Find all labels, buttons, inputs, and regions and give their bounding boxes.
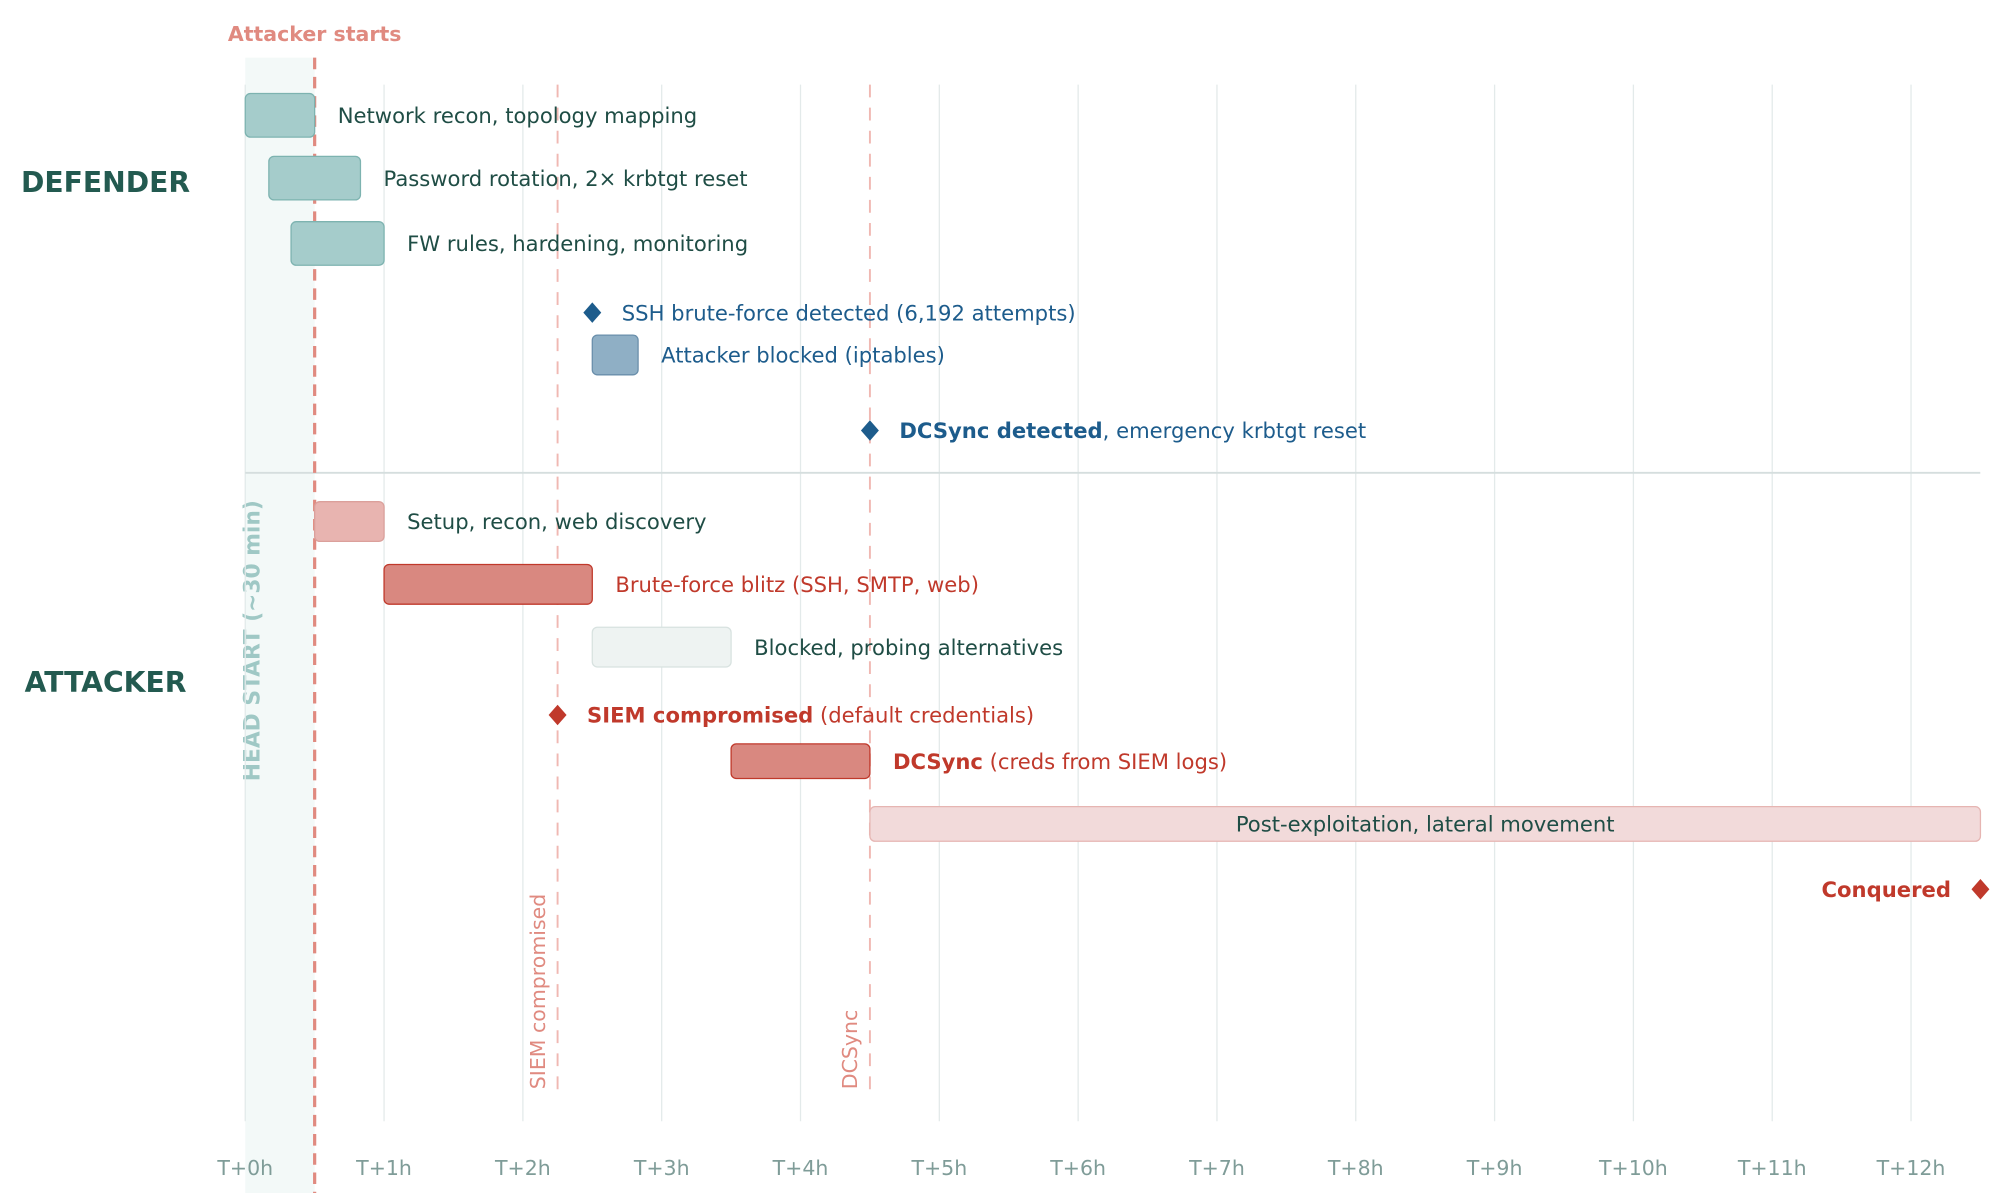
milestone: Conquered — [1822, 877, 1990, 902]
lane-label-defender: DEFENDER — [21, 166, 190, 199]
milestone: SSH brute-force detected (6,192 attempts… — [583, 300, 1076, 325]
item-label: SSH brute-force detected (6,192 attempts… — [622, 300, 1076, 325]
marker-label: SIEM compromised — [526, 894, 550, 1090]
x-tick-label: T+5h — [910, 1156, 967, 1180]
item-label-text: Post-exploitation, lateral movement — [1236, 812, 1615, 837]
item-label: SIEM compromised (default credentials) — [587, 703, 1034, 728]
x-tick-label: T+0h — [216, 1156, 273, 1180]
x-tick-label: T+3h — [633, 1156, 690, 1180]
item-label: DCSync detected, emergency krbtgt reset — [899, 418, 1366, 443]
item-label-bold: DCSync — [893, 749, 983, 774]
x-tick-label: T+7h — [1188, 1156, 1245, 1180]
item-label: Post-exploitation, lateral movement — [1236, 812, 1615, 837]
x-tick-label: T+1h — [355, 1156, 412, 1180]
item-label: Blocked, probing alternatives — [754, 635, 1063, 660]
diamond-icon — [1971, 879, 1990, 900]
x-tick-label: T+9h — [1466, 1156, 1523, 1180]
marker-label: DCSync — [838, 1010, 862, 1090]
timeline-bar: FW rules, hardening, monitoring — [290, 221, 748, 266]
timeline-bar: Network recon, topology mapping — [244, 92, 697, 138]
diamond-icon — [548, 704, 567, 726]
timeline-bar: DCSync (creds from SIEM logs) — [730, 743, 1227, 780]
timeline-bar: Setup, recon, web discovery — [314, 501, 707, 543]
item-label: Password rotation, 2× krbtgt reset — [384, 166, 748, 191]
item-label: DCSync (creds from SIEM logs) — [893, 749, 1227, 774]
bar-rect — [730, 743, 871, 780]
timeline-bar: Password rotation, 2× krbtgt reset — [268, 155, 748, 201]
item-label-text: SSH brute-force detected (6,192 attempts… — [622, 300, 1076, 325]
item-label-text: FW rules, hardening, monitoring — [407, 231, 748, 256]
bar-rect — [869, 806, 1982, 842]
diamond-icon — [583, 302, 602, 323]
item-label-text: Setup, recon, web discovery — [407, 509, 706, 534]
item-label-bold: SIEM compromised — [587, 703, 813, 728]
milestone: DCSync detected, emergency krbtgt reset — [860, 418, 1366, 443]
item-label-text: Blocked, probing alternatives — [754, 635, 1063, 660]
bar-rect — [591, 626, 732, 668]
bar-rect — [314, 501, 385, 543]
x-tick-label: T+2h — [494, 1156, 551, 1180]
item-label-bold: Conquered — [1822, 877, 1951, 902]
item-label: Attacker blocked (iptables) — [661, 343, 945, 368]
item-label: FW rules, hardening, monitoring — [407, 231, 748, 256]
timeline-bar: Blocked, probing alternatives — [591, 626, 1063, 668]
bar-rect — [383, 563, 593, 605]
item-label: Brute-force blitz (SSH, SMTP, web) — [615, 572, 979, 597]
diamond-icon — [860, 420, 879, 441]
lane-label-attacker: ATTACKER — [25, 666, 187, 699]
x-tick-label: T+10h — [1598, 1156, 1668, 1180]
milestone: SIEM compromised (default credentials) — [548, 703, 1034, 728]
x-tick-label: T+6h — [1049, 1156, 1106, 1180]
bar-rect — [244, 92, 316, 138]
item-label-text: Attacker blocked (iptables) — [661, 343, 945, 368]
item-label-bold: DCSync detected — [899, 418, 1102, 443]
item-label: Network recon, topology mapping — [338, 103, 697, 128]
head-start-label: HEAD START (~30 min) — [240, 500, 265, 781]
bar-rect — [290, 221, 385, 266]
item-label: Setup, recon, web discovery — [407, 509, 706, 534]
x-tick-label: T+12h — [1876, 1156, 1946, 1180]
item-label-text: Password rotation, 2× krbtgt reset — [384, 166, 748, 191]
item-label-text: Network recon, topology mapping — [338, 103, 697, 128]
x-tick-label: T+4h — [772, 1156, 829, 1180]
x-tick-label: T+8h — [1327, 1156, 1384, 1180]
item-label-text: , emergency krbtgt reset — [1103, 418, 1366, 443]
timeline-bar: Post-exploitation, lateral movement — [869, 806, 1982, 842]
bar-rect — [268, 155, 362, 201]
timeline-bar: Brute-force blitz (SSH, SMTP, web) — [383, 563, 979, 605]
marker-label: Attacker starts — [228, 22, 402, 46]
item-label-text: Brute-force blitz (SSH, SMTP, web) — [615, 572, 979, 597]
item-label: Conquered — [1822, 877, 1951, 902]
bar-rect — [591, 334, 639, 376]
item-label-text: (default credentials) — [813, 703, 1034, 728]
item-label-text: (creds from SIEM logs) — [983, 749, 1227, 774]
x-tick-label: T+11h — [1737, 1156, 1807, 1180]
timeline-bar: Attacker blocked (iptables) — [591, 334, 945, 376]
